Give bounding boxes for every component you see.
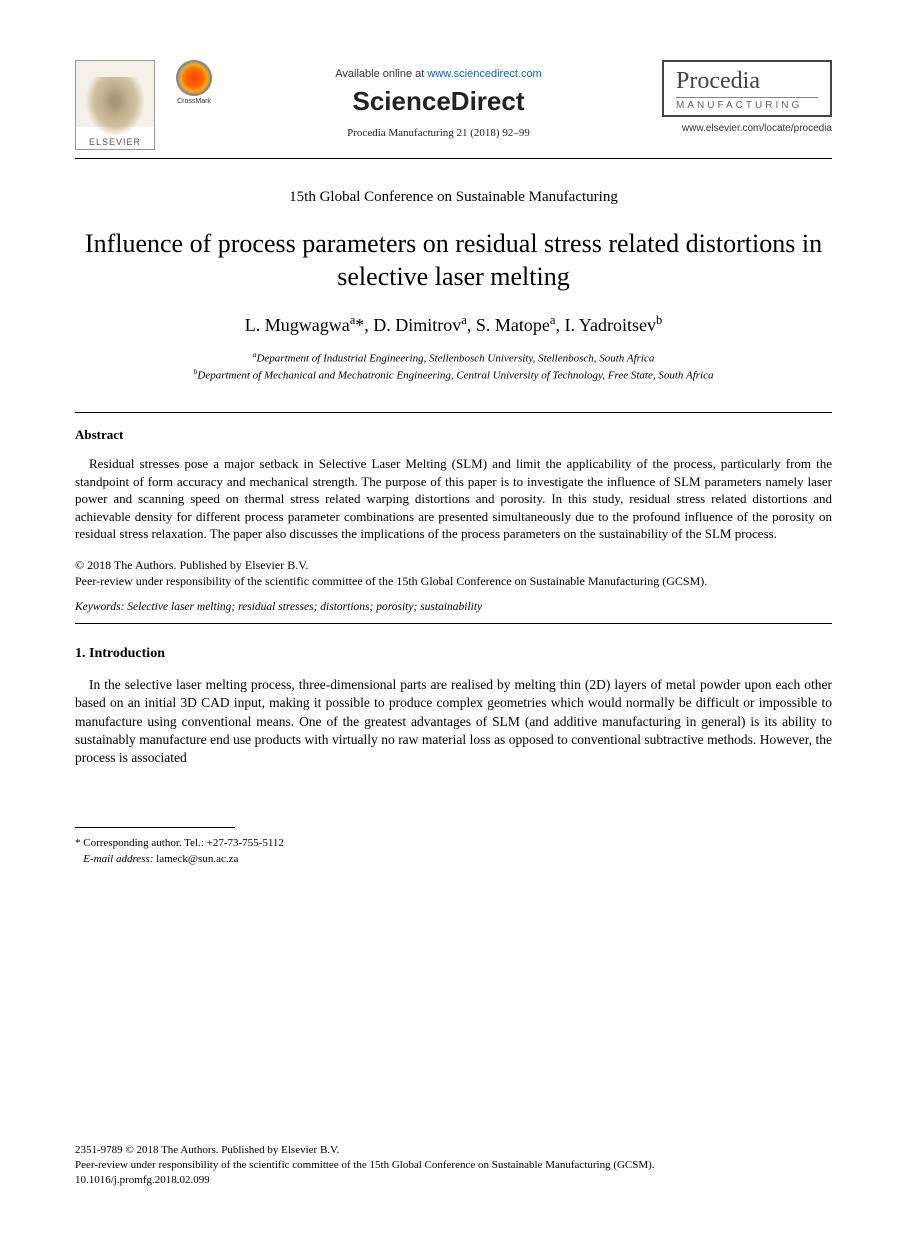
intro-paragraph: In the selective laser melting process, … [75, 676, 832, 767]
corresponding-author: * Corresponding author. Tel.: +27-73-755… [75, 836, 832, 851]
keywords-line: Keywords: Selective laser melting; resid… [75, 601, 832, 613]
doi-line: 10.1016/j.promfg.2018.02.099 [75, 1173, 832, 1188]
abstract-bottom-divider [75, 623, 832, 624]
elsevier-logo: ELSEVIER [75, 60, 155, 150]
abstract-text: Residual stresses pose a major setback i… [75, 455, 832, 543]
conference-name: 15th Global Conference on Sustainable Ma… [75, 189, 832, 206]
email-line: E-mail address: lameck@sun.ac.za [75, 852, 832, 867]
journal-logo-title: Procedia [676, 68, 818, 98]
abstract-top-divider [75, 412, 832, 413]
copyright-line2: Peer-review under responsibility of the … [75, 573, 832, 589]
keywords-text: Selective laser melting; residual stress… [124, 601, 482, 613]
keywords-label: Keywords: [75, 601, 124, 613]
journal-logo-subtitle: MANUFACTURING [676, 100, 818, 111]
affiliation-b: bDepartment of Mechanical and Mechatroni… [75, 367, 832, 384]
copyright-line1: © 2018 The Authors. Published by Elsevie… [75, 557, 832, 573]
journal-logo-box: Procedia MANUFACTURING [662, 60, 832, 117]
journal-url: www.elsevier.com/locate/procedia [662, 123, 832, 134]
header-right: Procedia MANUFACTURING www.elsevier.com/… [662, 60, 832, 134]
authors-line: L. Mugwagwaa*, D. Dimitrova, S. Matopea,… [75, 313, 832, 336]
footer-block: 2351-9789 © 2018 The Authors. Published … [75, 1143, 832, 1188]
available-prefix: Available online at [335, 68, 427, 80]
header-row: ELSEVIER CrossMark Available online at w… [75, 60, 832, 150]
email-address: lameck@sun.ac.za [153, 853, 238, 865]
elsevier-tree-icon [85, 77, 145, 137]
crossmark-label: CrossMark [173, 98, 215, 105]
peer-review-line: Peer-review under responsibility of the … [75, 1158, 832, 1173]
crossmark-icon [176, 60, 212, 96]
header-left: ELSEVIER CrossMark [75, 60, 215, 150]
email-label: E-mail address: [83, 853, 153, 865]
affiliation-a: aDepartment of Industrial Engineering, S… [75, 350, 832, 367]
citation-line: Procedia Manufacturing 21 (2018) 92–99 [215, 127, 662, 139]
abstract-heading: Abstract [75, 427, 832, 443]
issn-line: 2351-9789 © 2018 The Authors. Published … [75, 1143, 832, 1158]
paper-title: Influence of process parameters on resid… [75, 228, 832, 293]
sciencedirect-link[interactable]: www.sciencedirect.com [427, 68, 541, 80]
header-divider [75, 158, 832, 159]
header-center: Available online at www.sciencedirect.co… [215, 60, 662, 139]
affiliations-block: aDepartment of Industrial Engineering, S… [75, 350, 832, 384]
crossmark-badge[interactable]: CrossMark [173, 60, 215, 105]
footnote-block: * Corresponding author. Tel.: +27-73-755… [75, 836, 832, 867]
footnote-divider [75, 827, 235, 828]
copyright-block: © 2018 The Authors. Published by Elsevie… [75, 557, 832, 589]
available-online: Available online at www.sciencedirect.co… [215, 68, 662, 80]
elsevier-label: ELSEVIER [89, 137, 141, 147]
intro-heading: 1. Introduction [75, 646, 832, 662]
sciencedirect-wordmark: ScienceDirect [215, 86, 662, 117]
